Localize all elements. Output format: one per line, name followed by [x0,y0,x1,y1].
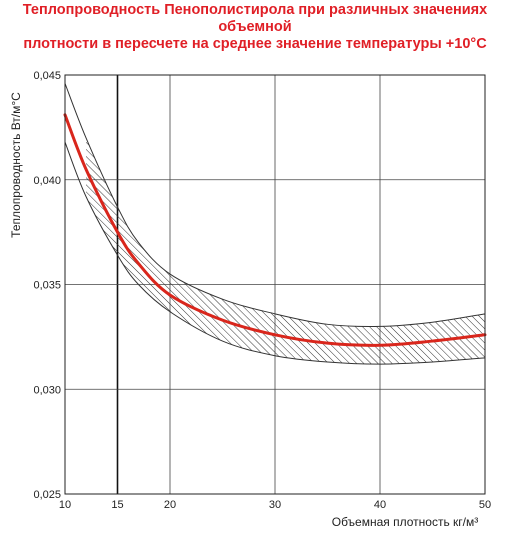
y-tick-label: 0,035 [33,280,61,292]
x-tick-label: 50 [479,499,491,511]
x-tick-label: 30 [269,499,281,511]
y-tick-label: 0,025 [33,489,61,501]
chart-title-line-2: плотности в пересчете на среднее значени… [23,36,487,52]
band-hatching [86,137,485,365]
lower-bound-line [64,141,486,365]
chart-title-line-1: Теплопроводность Пенополистирола при раз… [22,2,488,35]
plot-area-frame [64,74,486,495]
y-tick-label: 0,040 [33,175,61,187]
y-tick-label: 0,030 [33,384,61,396]
tick-labels: 10 15 20 30 40 50 0,025 0,030 0,035 0,040 0,045 [33,70,491,511]
grid [64,74,486,495]
x-tick-label: 40 [374,499,386,511]
upper-bound-line [64,83,486,328]
series-lines [63,83,487,365]
mean-line [63,113,487,347]
x-tick-label: 15 [111,499,123,511]
x-tick-label: 10 [59,499,71,511]
confidence-band [86,137,485,365]
y-tick-label: 0,045 [33,70,61,82]
x-axis-label: Объемная плотность кг/м³ [332,515,479,529]
x-tick-label: 20 [164,499,176,511]
y-axis-label: Теплопроводность Вт/м°С [9,92,23,238]
chart-title: Теплопроводность Пенополистирола при раз… [0,2,510,53]
